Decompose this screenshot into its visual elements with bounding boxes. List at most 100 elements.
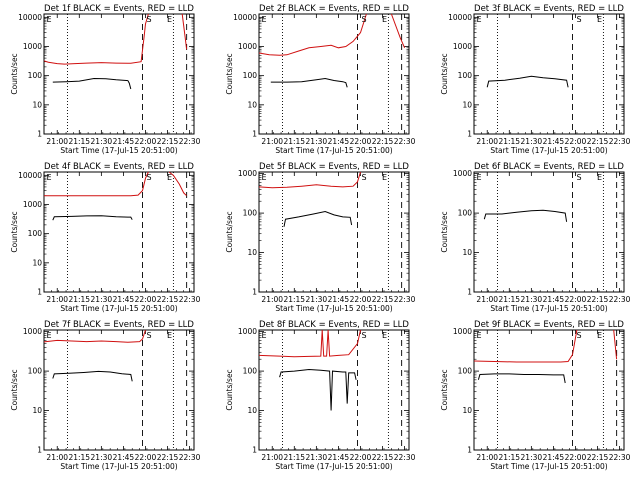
x-tick-label: 21:00: [261, 295, 283, 304]
chart-title: Det 3f BLACK = Events, RED = LLD: [474, 4, 624, 14]
y-tick-label: 1000: [238, 42, 257, 51]
y-tick-label: 10: [32, 258, 42, 267]
y-tick-label: 100: [28, 367, 43, 376]
x-axis-label: Start Time (17-Jul-15 20:51:00): [275, 462, 392, 471]
y-tick-label: 10: [247, 100, 257, 109]
marker-S: S: [361, 173, 366, 182]
marker-E: E: [476, 331, 481, 340]
x-tick-label: 21:30: [306, 453, 328, 462]
x-tick-label: 21:30: [91, 295, 113, 304]
y-tick-label: 10000: [448, 13, 472, 22]
chart-panel-5: Det 5f BLACK = Events, RED = LLD 1 10 100 10…: [225, 162, 416, 313]
series-line-events: [270, 77, 348, 88]
marker-E: E: [476, 173, 481, 182]
chart-title: Det 9f BLACK = Events, RED = LLD: [474, 320, 624, 330]
y-axis-label: Counts/sec: [225, 211, 234, 252]
y-tick-label: 10000: [233, 13, 257, 22]
marker-E: E: [382, 15, 387, 24]
y-tick-label: 100: [458, 367, 473, 376]
x-tick-label: 22:15: [157, 295, 179, 304]
series-line-events: [279, 368, 357, 411]
marker-S: S: [146, 331, 151, 340]
x-axis-label: Start Time (17-Jul-15 20:51:00): [490, 146, 607, 155]
x-tick-label: 21:00: [46, 453, 68, 462]
y-tick-label: 1: [467, 130, 472, 139]
y-axis-label: Counts/sec: [440, 53, 449, 94]
series-line-events: [52, 215, 133, 221]
y-tick-label: 10000: [18, 171, 42, 180]
y-tick-label: 1000: [453, 169, 472, 178]
chart-panel-8: Det 8f BLACK = Events, RED = LLD 1 10 100 10…: [225, 320, 416, 471]
series-line-events: [477, 373, 566, 384]
y-tick-label: 1: [37, 288, 42, 297]
y-tick-label: 1000: [453, 42, 472, 51]
x-tick-label: 22:30: [609, 137, 631, 146]
y-tick-label: 100: [243, 71, 258, 80]
series-line-lld: [258, 171, 361, 189]
plot-frame: [43, 329, 195, 451]
x-tick-label: 22:15: [587, 453, 609, 462]
x-tick-label: 22:30: [394, 295, 416, 304]
chart-title: Det 4f BLACK = Events, RED = LLD: [44, 162, 194, 172]
series-line-events: [52, 370, 133, 382]
y-tick-label: 100: [28, 229, 43, 238]
chart-panel-3: Det 3f BLACK = Events, RED = LLD 1 10 100 10…: [440, 4, 631, 155]
x-tick-label: 21:45: [328, 453, 350, 462]
x-tick-label: 22:00: [565, 137, 587, 146]
series-line-lld: [390, 13, 406, 48]
x-tick-label: 21:00: [476, 453, 498, 462]
y-tick-label: 1000: [23, 42, 42, 51]
y-axis-label: Counts/sec: [225, 53, 234, 94]
x-axis-label: Start Time (17-Jul-15 20:51:00): [60, 462, 177, 471]
x-tick-label: 21:15: [68, 453, 90, 462]
plot-frame: [43, 13, 195, 135]
y-axis-label: Counts/sec: [440, 369, 449, 410]
x-tick-label: 22:15: [372, 137, 394, 146]
plot-frame: [258, 329, 410, 451]
x-tick-label: 21:45: [113, 295, 135, 304]
y-tick-label: 1: [467, 288, 472, 297]
x-tick-label: 21:45: [113, 137, 135, 146]
y-tick-label: 10000: [18, 13, 42, 22]
x-tick-label: 22:30: [179, 137, 201, 146]
x-tick-label: 21:30: [91, 453, 113, 462]
x-tick-label: 22:15: [587, 137, 609, 146]
y-tick-label: 100: [28, 71, 43, 80]
series-line-lld: [258, 13, 367, 56]
marker-E: E: [476, 15, 481, 24]
x-axis-label: Start Time (17-Jul-15 20:51:00): [490, 304, 607, 313]
chart-panel-9: Det 9f BLACK = Events, RED = LLD 1 10 100 10…: [440, 320, 631, 471]
x-tick-label: 21:15: [498, 453, 520, 462]
x-tick-label: 22:30: [394, 137, 416, 146]
series-line-lld: [44, 171, 149, 197]
x-tick-label: 22:00: [135, 453, 157, 462]
x-tick-label: 22:00: [135, 137, 157, 146]
x-tick-label: 21:15: [283, 295, 305, 304]
y-tick-label: 10: [462, 248, 472, 257]
y-axis-label: Counts/sec: [10, 53, 19, 94]
y-tick-label: 10: [247, 248, 257, 257]
x-axis-label: Start Time (17-Jul-15 20:51:00): [60, 304, 177, 313]
marker-S: S: [576, 173, 581, 182]
x-tick-label: 21:00: [261, 453, 283, 462]
x-tick-label: 22:00: [565, 453, 587, 462]
marker-S: S: [146, 173, 151, 182]
chart-title: Det 7f BLACK = Events, RED = LLD: [44, 320, 194, 330]
marker-E: E: [46, 15, 51, 24]
x-axis-label: Start Time (17-Jul-15 20:51:00): [60, 146, 177, 155]
y-axis-label: Counts/sec: [10, 211, 19, 252]
marker-S: S: [576, 15, 581, 24]
series-line-lld: [43, 13, 149, 65]
marker-E: E: [261, 173, 266, 182]
marker-E: E: [382, 173, 387, 182]
marker-E: E: [382, 331, 387, 340]
y-tick-label: 1: [467, 446, 472, 455]
series-line-events: [283, 210, 353, 227]
series-line-lld: [168, 171, 187, 197]
plot-frame: [473, 13, 625, 135]
x-tick-label: 21:45: [543, 295, 565, 304]
marker-S: S: [576, 331, 581, 340]
x-tick-label: 21:15: [68, 295, 90, 304]
y-axis-label: Counts/sec: [10, 369, 19, 410]
